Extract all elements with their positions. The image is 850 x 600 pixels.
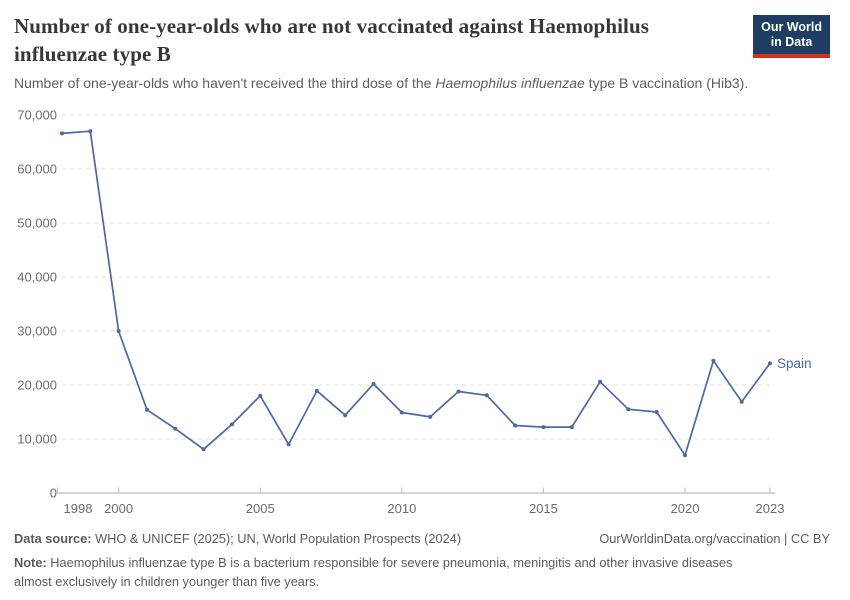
owid-logo: Our World in Data bbox=[753, 15, 830, 58]
subtitle-prefix: Number of one-year-olds who haven't rece… bbox=[14, 75, 436, 91]
subtitle-suffix: type B vaccination (Hib3). bbox=[584, 75, 749, 91]
data-point[interactable] bbox=[456, 389, 461, 394]
data-point[interactable] bbox=[768, 361, 772, 366]
y-axis-tick-label: 60,000 bbox=[17, 162, 57, 177]
data-point[interactable] bbox=[711, 358, 716, 363]
data-point[interactable] bbox=[258, 393, 263, 398]
note-value: Haemophilus influenzae type B is a bacte… bbox=[14, 555, 733, 590]
x-axis-tick-label: 2020 bbox=[671, 501, 700, 516]
data-point[interactable] bbox=[739, 399, 744, 404]
note-text: Note: Haemophilus influenzae type B is a… bbox=[14, 553, 762, 591]
data-point[interactable] bbox=[314, 388, 319, 393]
x-axis-tick-label: 2023 bbox=[756, 501, 785, 516]
y-axis-tick-label: 0 bbox=[50, 486, 57, 501]
data-source-row: Data source: WHO & UNICEF (2025); UN, Wo… bbox=[14, 529, 830, 548]
data-point[interactable] bbox=[286, 442, 291, 447]
y-axis-tick-label: 40,000 bbox=[17, 270, 57, 285]
data-point[interactable] bbox=[683, 453, 687, 458]
chart-footer: Data source: WHO & UNICEF (2025); UN, Wo… bbox=[14, 529, 830, 592]
data-point[interactable] bbox=[60, 131, 64, 136]
data-point[interactable] bbox=[513, 423, 518, 428]
data-point[interactable] bbox=[229, 422, 234, 427]
y-axis-tick-label: 50,000 bbox=[17, 216, 57, 231]
data-point[interactable] bbox=[343, 413, 348, 418]
y-axis-tick-label: 20,000 bbox=[17, 378, 57, 393]
note-label: Note: bbox=[14, 555, 47, 571]
owid-logo-line1: Our World bbox=[761, 20, 822, 34]
y-axis-tick-label: 30,000 bbox=[17, 324, 57, 339]
data-point[interactable] bbox=[399, 410, 404, 415]
data-point[interactable] bbox=[116, 329, 121, 333]
data-point[interactable] bbox=[428, 414, 433, 419]
data-point[interactable] bbox=[88, 129, 93, 134]
chart-subtitle: Number of one-year-olds who haven't rece… bbox=[14, 75, 820, 91]
data-point[interactable] bbox=[201, 447, 206, 452]
chart-header: Number of one-year-olds who are not vacc… bbox=[14, 13, 830, 69]
data-point[interactable] bbox=[371, 381, 376, 386]
x-axis-tick-label: 2015 bbox=[529, 501, 558, 516]
data-source-text: Data source: WHO & UNICEF (2025); UN, Wo… bbox=[14, 529, 461, 548]
subtitle-italic-term: Haemophilus influenzae bbox=[435, 75, 585, 91]
data-point[interactable] bbox=[569, 425, 574, 430]
spain-series-line bbox=[61, 130, 771, 457]
data-source-value: WHO & UNICEF (2025); UN, World Populatio… bbox=[91, 531, 462, 546]
data-source-label: Data source: bbox=[14, 531, 92, 546]
line-chart[interactable]: 0 10,000 20,000 30,000 40,000 50,000 60,000 70,… bbox=[0, 95, 850, 525]
y-axis-tick-label: 70,000 bbox=[17, 108, 57, 123]
data-point[interactable] bbox=[654, 410, 659, 414]
x-axis-tick-label: 2000 bbox=[104, 501, 133, 516]
data-point[interactable] bbox=[145, 407, 149, 412]
owid-url-link[interactable]: OurWorldinData.org/vaccination | CC BY bbox=[599, 531, 830, 546]
data-point[interactable] bbox=[484, 393, 489, 398]
data-point[interactable] bbox=[626, 407, 631, 412]
data-point[interactable] bbox=[173, 426, 178, 431]
data-point[interactable] bbox=[541, 425, 546, 430]
series-end-label-spain[interactable]: Spain bbox=[777, 356, 812, 371]
x-axis-tick-label: 2005 bbox=[246, 501, 275, 516]
x-axis-tick-label: 2010 bbox=[387, 501, 416, 516]
y-axis-tick-label: 10,000 bbox=[17, 432, 57, 447]
data-point[interactable] bbox=[598, 379, 603, 384]
chart-title: Number of one-year-olds who are not vacc… bbox=[14, 14, 650, 66]
owid-logo-line2: in Data bbox=[770, 35, 813, 49]
x-axis-tick-label: 1998 bbox=[64, 501, 93, 516]
